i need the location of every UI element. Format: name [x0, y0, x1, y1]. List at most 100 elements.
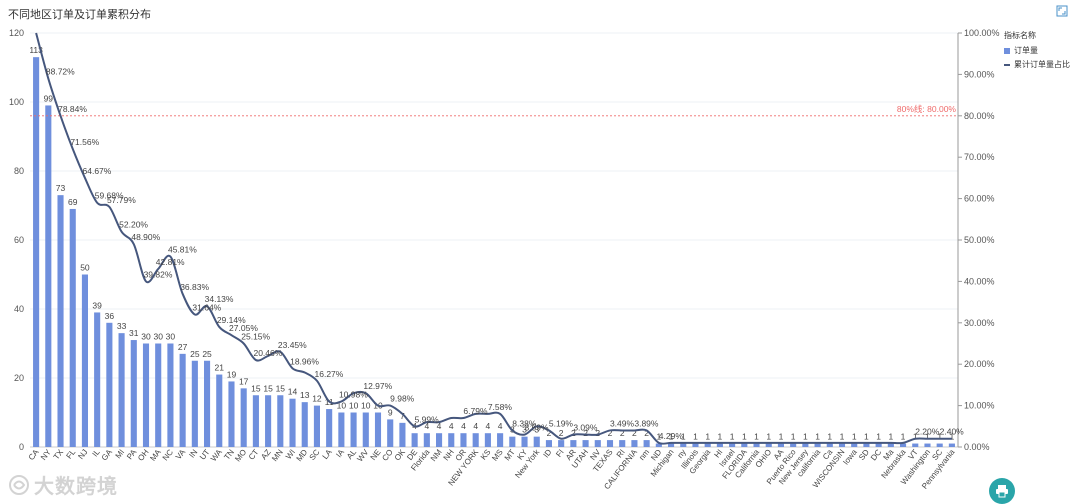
watermark: 大数跨境	[8, 470, 118, 499]
bar[interactable]	[289, 398, 296, 447]
bar[interactable]	[558, 440, 565, 447]
bar[interactable]	[423, 433, 430, 447]
expand-icon[interactable]	[1056, 5, 1068, 17]
bar[interactable]	[753, 443, 760, 447]
y-right-tick-label: 10.00%	[964, 401, 995, 411]
x-tick-label: CT	[247, 448, 261, 462]
bar[interactable]	[326, 409, 333, 447]
bar[interactable]	[826, 443, 833, 447]
bar[interactable]	[509, 436, 516, 447]
bar[interactable]	[216, 374, 223, 447]
bar[interactable]	[448, 433, 455, 447]
line-labels: 88.72% 78.84% 71.56% 64.67% 59.68%57.79% 52.2…	[46, 67, 964, 441]
bar[interactable]	[545, 440, 552, 447]
bar[interactable]	[179, 353, 186, 447]
bar[interactable]	[350, 412, 357, 448]
bar[interactable]	[484, 433, 491, 447]
bar[interactable]	[33, 57, 40, 448]
cumulative-line[interactable]	[35, 32, 952, 445]
bar[interactable]	[191, 360, 198, 447]
x-tick-label: MI	[114, 448, 127, 461]
bar[interactable]	[912, 443, 919, 447]
bar[interactable]	[802, 443, 809, 447]
bar[interactable]	[704, 443, 711, 447]
bar[interactable]	[338, 412, 345, 448]
bar[interactable]	[497, 433, 504, 447]
bar[interactable]	[887, 443, 894, 447]
bar[interactable]	[472, 433, 479, 447]
bar[interactable]	[362, 412, 369, 448]
bar[interactable]	[838, 443, 846, 447]
bar[interactable]	[863, 443, 870, 447]
print-button[interactable]	[989, 478, 1015, 504]
bar[interactable]	[643, 440, 650, 447]
x-tick-label: MN	[270, 448, 285, 464]
bar[interactable]	[142, 343, 150, 448]
bar[interactable]	[814, 443, 821, 447]
bar[interactable]	[252, 395, 259, 447]
bar[interactable]	[204, 360, 211, 447]
bar[interactable]	[875, 443, 882, 447]
bar[interactable]	[118, 333, 125, 447]
x-tick-label: nm	[637, 447, 651, 462]
x-tick-label: NY	[39, 447, 53, 462]
legend-item-line[interactable]: 累计订单量占比	[1004, 59, 1070, 70]
bar[interactable]	[313, 405, 320, 447]
bar[interactable]	[374, 412, 382, 448]
bar[interactable]	[594, 440, 601, 447]
x-tick-label: LA	[321, 447, 335, 461]
line-series	[35, 32, 952, 445]
bar-value-label: 1	[950, 432, 955, 442]
bar[interactable]	[729, 443, 736, 447]
bar[interactable]	[900, 443, 907, 447]
bar[interactable]	[716, 443, 723, 447]
bar[interactable]	[936, 443, 943, 447]
bar-value-label: 25	[202, 349, 212, 359]
bar[interactable]	[81, 274, 88, 448]
bar[interactable]	[948, 443, 955, 447]
bar[interactable]	[521, 436, 528, 447]
y-right-tick-label: 70.00%	[964, 152, 995, 162]
bar[interactable]	[582, 440, 589, 447]
bar[interactable]	[533, 436, 540, 447]
bar[interactable]	[436, 433, 443, 447]
bar[interactable]	[130, 340, 137, 447]
bar[interactable]	[155, 343, 162, 448]
x-tick-label: FI	[554, 448, 565, 459]
bar[interactable]	[606, 440, 614, 447]
bar-value-label: 3	[534, 425, 539, 435]
bar[interactable]	[106, 322, 113, 447]
bar[interactable]	[570, 440, 577, 447]
bar[interactable]	[399, 422, 406, 447]
bar[interactable]	[777, 443, 784, 447]
bar[interactable]	[411, 433, 418, 447]
bar[interactable]	[924, 443, 931, 447]
bar[interactable]	[228, 381, 235, 447]
bar[interactable]	[765, 443, 772, 447]
bar[interactable]	[167, 343, 174, 448]
bar[interactable]	[655, 443, 662, 447]
bar[interactable]	[94, 312, 101, 447]
bar[interactable]	[69, 208, 76, 447]
bar[interactable]	[45, 105, 52, 447]
bar[interactable]	[301, 402, 308, 447]
x-tick-label: IL	[91, 447, 103, 458]
bar[interactable]	[668, 443, 675, 447]
bar[interactable]	[265, 395, 272, 447]
bar-value-label: 1	[730, 432, 735, 442]
bar[interactable]	[460, 433, 467, 447]
bar[interactable]	[387, 419, 394, 447]
legend-item-bar[interactable]: 订单量	[1004, 45, 1070, 56]
bar[interactable]	[790, 443, 797, 447]
bar[interactable]	[277, 395, 284, 447]
bar[interactable]	[741, 443, 748, 447]
bar[interactable]	[851, 443, 858, 447]
bar[interactable]	[619, 440, 626, 447]
bar[interactable]	[240, 388, 247, 447]
bar[interactable]	[631, 440, 638, 447]
bar[interactable]	[680, 443, 687, 447]
bar[interactable]	[692, 443, 699, 447]
bar[interactable]	[57, 195, 64, 447]
bar-value-label: 2	[571, 428, 576, 438]
bar-value-label: 2	[547, 428, 552, 438]
